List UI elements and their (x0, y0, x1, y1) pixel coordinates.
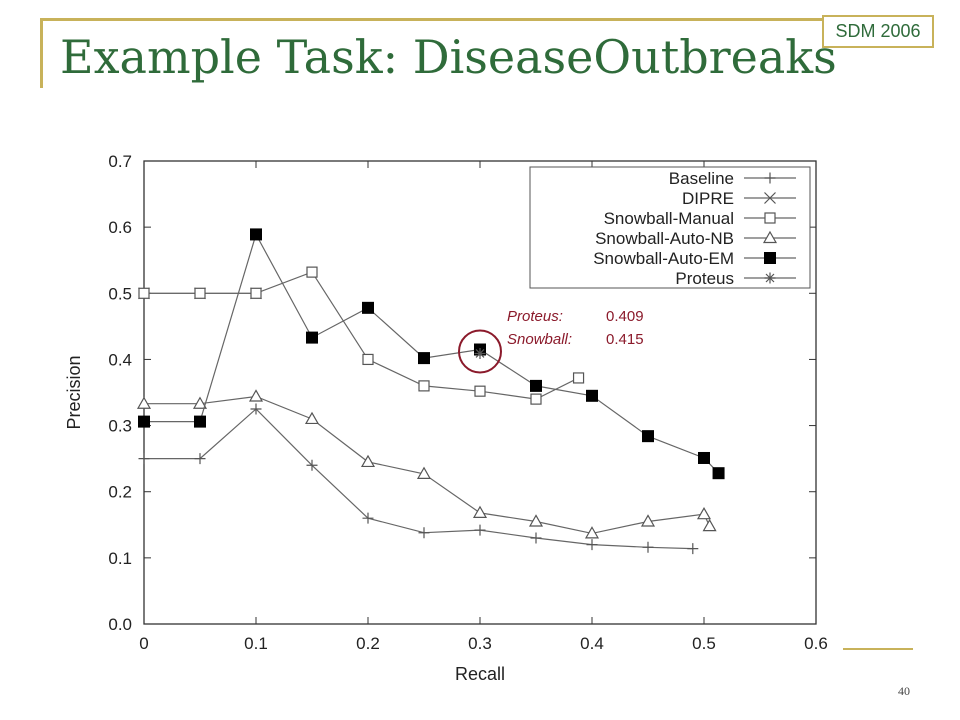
x-tick-label: 0.6 (804, 634, 828, 653)
slide-frame-vertical (40, 18, 43, 88)
y-tick-label: 0.0 (108, 615, 132, 634)
x-tick-label: 0.1 (244, 634, 268, 653)
slide-title: Example Task: DiseaseOutbreaks (60, 30, 837, 84)
data-point-x (764, 192, 776, 204)
data-point-filled-square (586, 389, 598, 402)
data-point-square (474, 385, 486, 397)
data-point-filled-square (642, 430, 654, 443)
legend-label: Snowball-Manual (604, 209, 734, 228)
annotation-value: 0.409 (606, 308, 644, 325)
data-point-plus (306, 459, 318, 471)
y-tick-label: 0.2 (108, 483, 132, 502)
series-snowball-auto-em (138, 228, 725, 480)
data-point-triangle (248, 389, 264, 402)
data-point-square (138, 287, 150, 299)
legend-label: Baseline (669, 169, 734, 188)
data-point-filled-square (530, 379, 542, 392)
data-point-triangle (304, 411, 320, 425)
series-snowball-manual (138, 266, 585, 405)
y-tick-label: 0.5 (108, 284, 132, 303)
data-point-square (306, 266, 318, 278)
data-point-triangle (528, 514, 544, 527)
data-point-square (418, 380, 430, 392)
x-tick-label: 0.2 (356, 634, 380, 653)
data-point-filled-square (250, 228, 262, 241)
data-point-triangle (584, 526, 600, 539)
data-point-plus (362, 512, 374, 524)
series-line (144, 395, 711, 535)
data-point-filled-square (698, 451, 710, 464)
data-point-filled-square (418, 352, 430, 365)
bottom-rule (843, 648, 913, 650)
annotation-value: 0.415 (606, 331, 644, 348)
annotation-label: Proteus: (507, 308, 563, 325)
conference-badge: SDM 2006 (822, 15, 934, 48)
y-tick-label: 0.7 (108, 152, 132, 171)
data-point-plus (250, 403, 262, 415)
annotation-label: Snowball: (507, 331, 572, 348)
chart-legend: BaselineDIPRESnowball-ManualSnowball-Aut… (529, 166, 811, 289)
y-tick-label: 0.4 (108, 350, 132, 369)
legend-label: Proteus (675, 269, 734, 288)
legend-box (529, 166, 811, 289)
data-point-square (194, 287, 206, 299)
data-point-square (250, 287, 262, 299)
data-point-triangle (472, 505, 488, 518)
x-tick-label: 0.4 (580, 634, 604, 653)
x-tick-label: 0.5 (692, 634, 716, 653)
data-point-asterisk (764, 272, 776, 284)
data-point-plus (642, 541, 654, 553)
legend-label: DIPRE (682, 189, 734, 208)
data-point-filled-square (764, 252, 776, 264)
data-point-triangle (762, 230, 778, 244)
data-point-filled-square (712, 467, 725, 480)
data-point-filled-square (362, 301, 374, 314)
data-point-asterisk (474, 347, 486, 359)
data-point-square (572, 372, 585, 384)
x-tick-label: 0.3 (468, 634, 492, 653)
data-point-square (764, 212, 776, 224)
data-point-filled-square (306, 331, 318, 344)
data-point-plus (530, 532, 542, 544)
data-point-filled-square (194, 415, 206, 428)
data-point-triangle (702, 518, 717, 532)
data-point-plus (194, 453, 206, 465)
legend-label: Snowball-Auto-NB (595, 229, 734, 248)
data-point-triangle (360, 454, 376, 468)
slide-frame-horizontal (40, 18, 822, 21)
data-point-triangle (192, 396, 208, 409)
highlight-circle (458, 329, 502, 374)
data-point-plus (687, 543, 699, 555)
data-point-plus (474, 524, 486, 536)
data-point-square (530, 393, 542, 405)
series-baseline (138, 403, 699, 555)
data-point-triangle (640, 514, 656, 527)
x-axis-label: Recall (455, 664, 505, 684)
page-number: 40 (898, 684, 910, 698)
data-point-filled-square (138, 415, 150, 428)
data-point-plus (586, 539, 598, 551)
y-axis-label: Precision (64, 355, 84, 429)
y-tick-label: 0.3 (108, 417, 132, 436)
data-point-plus (138, 453, 150, 465)
y-tick-label: 0.6 (108, 218, 132, 237)
data-point-triangle (136, 396, 152, 409)
series-line (144, 232, 720, 474)
data-point-triangle (696, 506, 712, 520)
data-point-square (362, 353, 374, 366)
data-point-plus (418, 527, 430, 539)
series-proteus (474, 347, 486, 359)
legend-label: Snowball-Auto-EM (593, 249, 734, 268)
data-point-triangle (416, 466, 432, 479)
series-snowball-auto-nb (136, 389, 717, 539)
x-tick-label: 0 (139, 634, 148, 653)
y-tick-label: 0.1 (108, 549, 132, 568)
data-point-plus (764, 172, 776, 184)
